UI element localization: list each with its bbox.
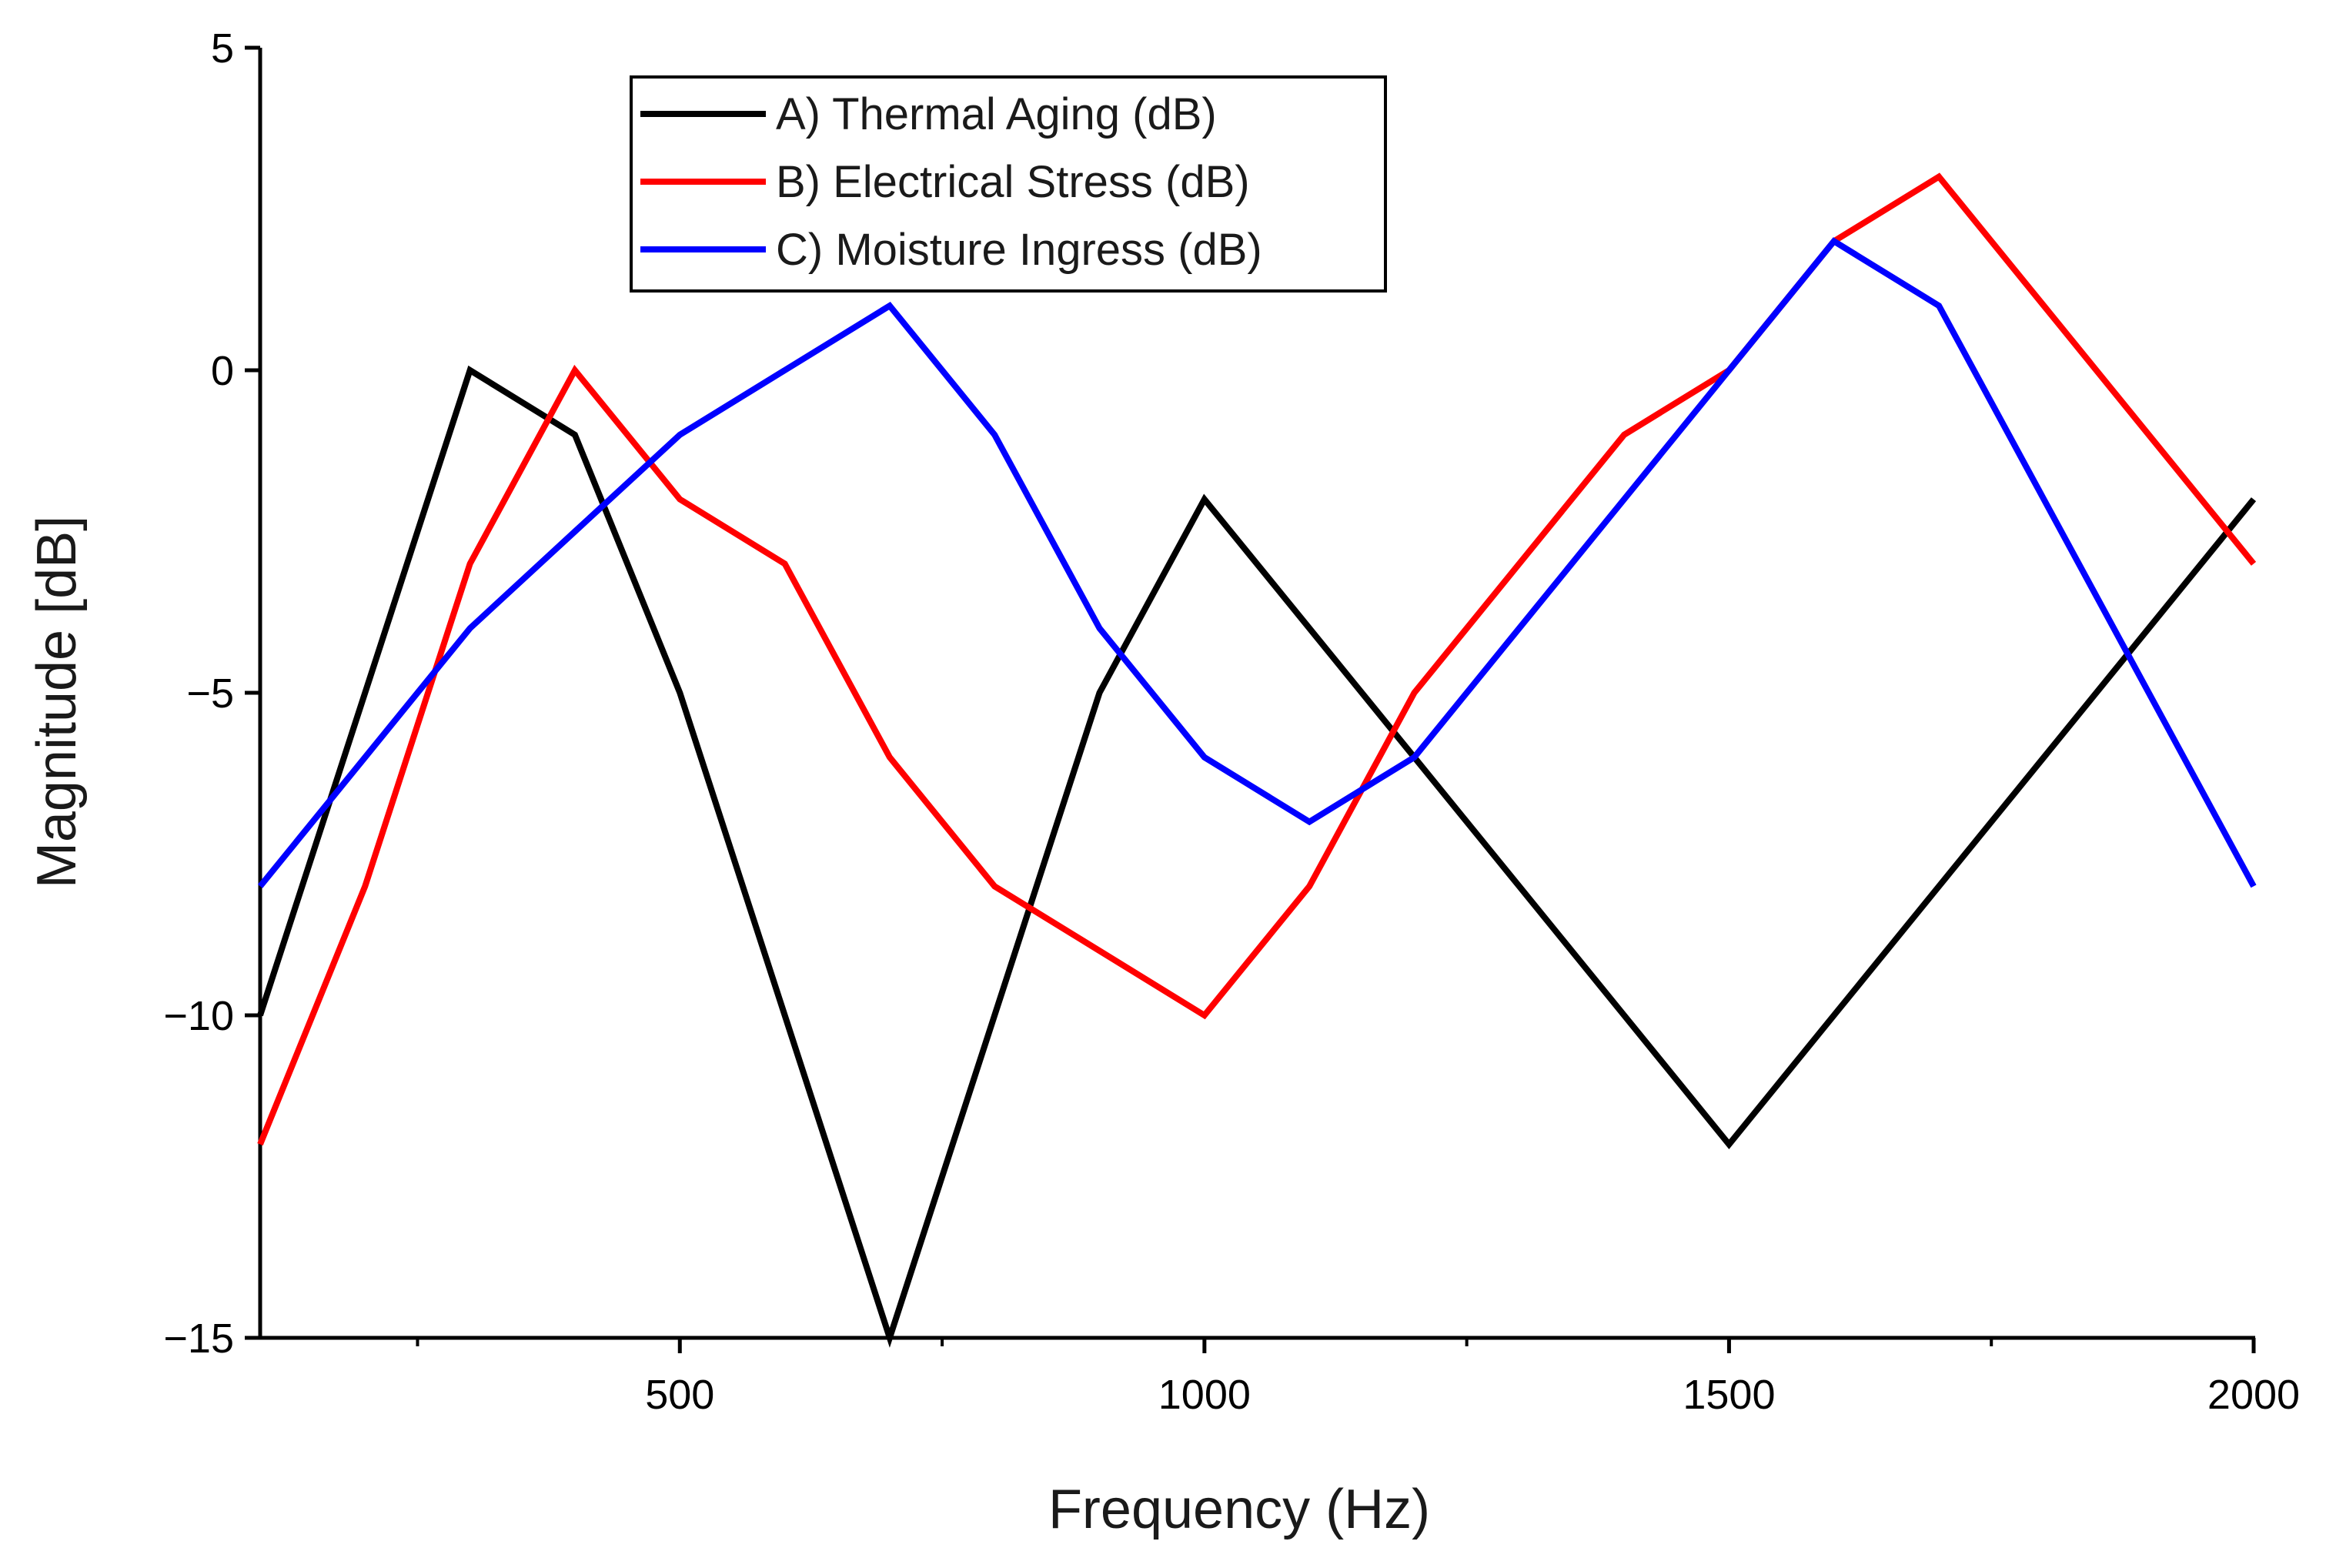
y-tick-label: −5 xyxy=(186,670,234,717)
series-line xyxy=(257,172,2257,1146)
series-2 xyxy=(257,172,2257,1146)
legend-item: C) Moisture Ingress (dB) xyxy=(640,225,1262,275)
tick-marks xyxy=(245,45,2256,1353)
y-tick-label: 0 xyxy=(211,348,234,394)
series-3 xyxy=(257,237,2257,888)
y-tick-label: −15 xyxy=(163,1316,234,1362)
x-tick-label: 1500 xyxy=(1683,1372,1775,1418)
y-tick-label: 5 xyxy=(211,25,234,72)
legend-item: A) Thermal Aging (dB) xyxy=(640,89,1217,139)
y-axis-title: Magnitude [dB] xyxy=(26,516,88,888)
x-tick-label: 500 xyxy=(645,1372,714,1418)
x-tick-label: 2000 xyxy=(2207,1372,2300,1418)
series-lines xyxy=(257,172,2257,1348)
series-1 xyxy=(257,365,2257,1348)
legend-label: C) Moisture Ingress (dB) xyxy=(776,225,1262,275)
tick-labels: 5 0 −5 −10 −15 500 1000 1500 2000 xyxy=(163,25,2300,1418)
x-axis-title: Frequency (Hz) xyxy=(1048,1479,1430,1540)
legend-item: B) Electrical Stress (dB) xyxy=(640,157,1250,207)
legend-label: A) Thermal Aging (dB) xyxy=(776,89,1217,139)
legend-label: B) Electrical Stress (dB) xyxy=(776,157,1250,207)
legend: A) Thermal Aging (dB) B) Electrical Stres… xyxy=(630,75,1387,293)
series-line xyxy=(257,237,2257,888)
series-line xyxy=(257,365,2257,1348)
x-tick-label: 1000 xyxy=(1158,1372,1251,1418)
y-tick-label: −10 xyxy=(163,993,234,1039)
